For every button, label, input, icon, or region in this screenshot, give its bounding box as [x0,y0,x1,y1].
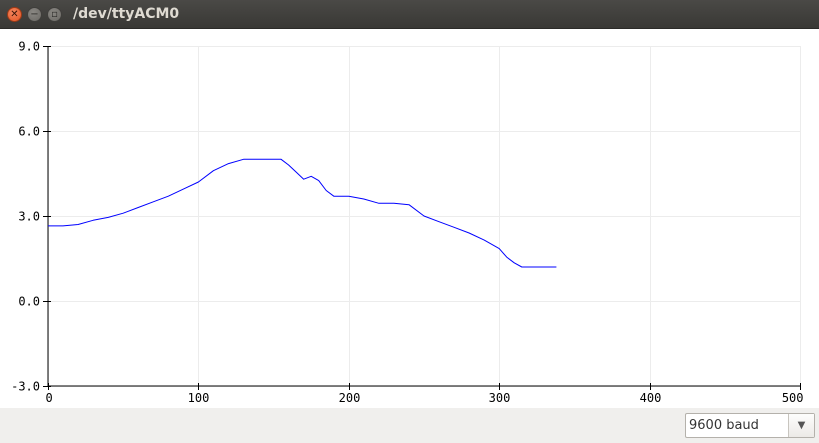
bottom-toolbar: 9600 baud ▼ [0,408,819,443]
y-tick-label: -3.0 [11,380,40,394]
y-tick-label: 0.0 [18,295,40,309]
y-tick-label: 3.0 [18,210,40,224]
close-icon[interactable]: ✕ [7,7,22,22]
maximize-icon[interactable]: ▫ [47,7,62,22]
window-titlebar[interactable]: ✕ − ▫ /dev/ttyACM0 [0,0,819,29]
window-title: /dev/ttyACM0 [73,6,180,22]
series-line-serial [48,158,557,268]
chevron-down-icon[interactable]: ▼ [788,414,814,437]
y-tick-label: 6.0 [18,125,40,139]
tick-layer: -3.0 0.0 3.0 6.0 9.0 0 100 200 300 400 500 [11,40,803,406]
chart-svg: -3.0 0.0 3.0 6.0 9.0 0 100 200 300 400 500 [11,40,803,406]
baud-rate-select[interactable]: 9600 baud ▼ [685,413,815,438]
baud-rate-value: 9600 baud [689,418,759,433]
x-tick-label: 500 [782,391,804,405]
y-tick-label: 9.0 [18,40,40,54]
serial-plotter-chart: -3.0 0.0 3.0 6.0 9.0 0 100 200 300 400 500 [0,28,819,408]
x-tick-label: 0 [46,391,53,405]
x-tick-label: 300 [489,391,511,405]
minimize-icon[interactable]: − [27,7,42,22]
x-tick-label: 400 [640,391,662,405]
x-tick-label: 100 [188,391,210,405]
x-tick-label: 200 [339,391,361,405]
series-layer [48,158,557,268]
